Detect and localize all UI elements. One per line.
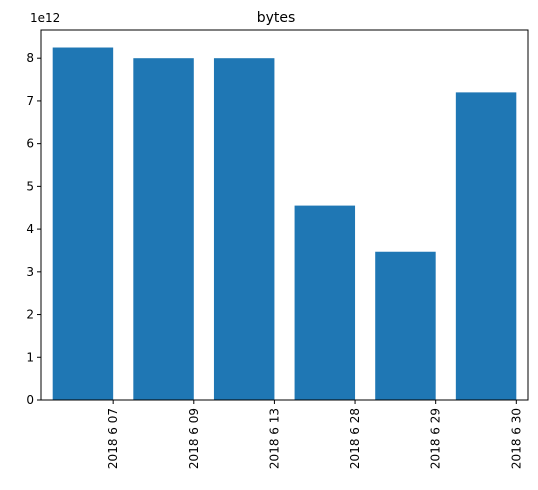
y-tick-label-7: 7 xyxy=(26,94,34,108)
bar-1 xyxy=(133,58,194,401)
bar-2 xyxy=(213,58,275,401)
x-axis-ticks: 2018 6 07 2018 6 09 2018 6 13 2018 6 28 2018… xyxy=(106,400,523,469)
bars-group xyxy=(52,47,517,401)
bar-4 xyxy=(375,251,436,400)
y-tick-label-3: 3 xyxy=(26,265,34,279)
y-tick-label-6: 6 xyxy=(26,137,34,151)
chart-title: bytes xyxy=(257,10,296,26)
x-tick-label-4: 2018 6 29 xyxy=(429,408,443,469)
y-axis-offset-label: 1e12 xyxy=(30,11,60,25)
y-tick-label-8: 8 xyxy=(26,51,34,65)
x-tick-label-3: 2018 6 28 xyxy=(348,408,362,469)
y-axis-ticks: 0 1 2 3 4 5 6 7 8 xyxy=(26,51,41,407)
bar-3 xyxy=(294,205,356,400)
y-tick-label-5: 5 xyxy=(26,179,34,193)
bar-5 xyxy=(455,92,517,400)
y-tick-label-0: 0 xyxy=(26,393,34,407)
x-tick-label-2: 2018 6 13 xyxy=(267,408,281,469)
x-tick-label-0: 2018 6 07 xyxy=(106,408,120,469)
plot-frame xyxy=(40,29,529,401)
y-tick-label-1: 1 xyxy=(26,350,34,364)
x-tick-label-5: 2018 6 30 xyxy=(509,408,523,469)
x-tick-label-1: 2018 6 09 xyxy=(187,408,201,469)
bar-0 xyxy=(52,47,114,400)
y-tick-label-2: 2 xyxy=(26,308,34,322)
y-tick-label-4: 4 xyxy=(26,222,34,236)
